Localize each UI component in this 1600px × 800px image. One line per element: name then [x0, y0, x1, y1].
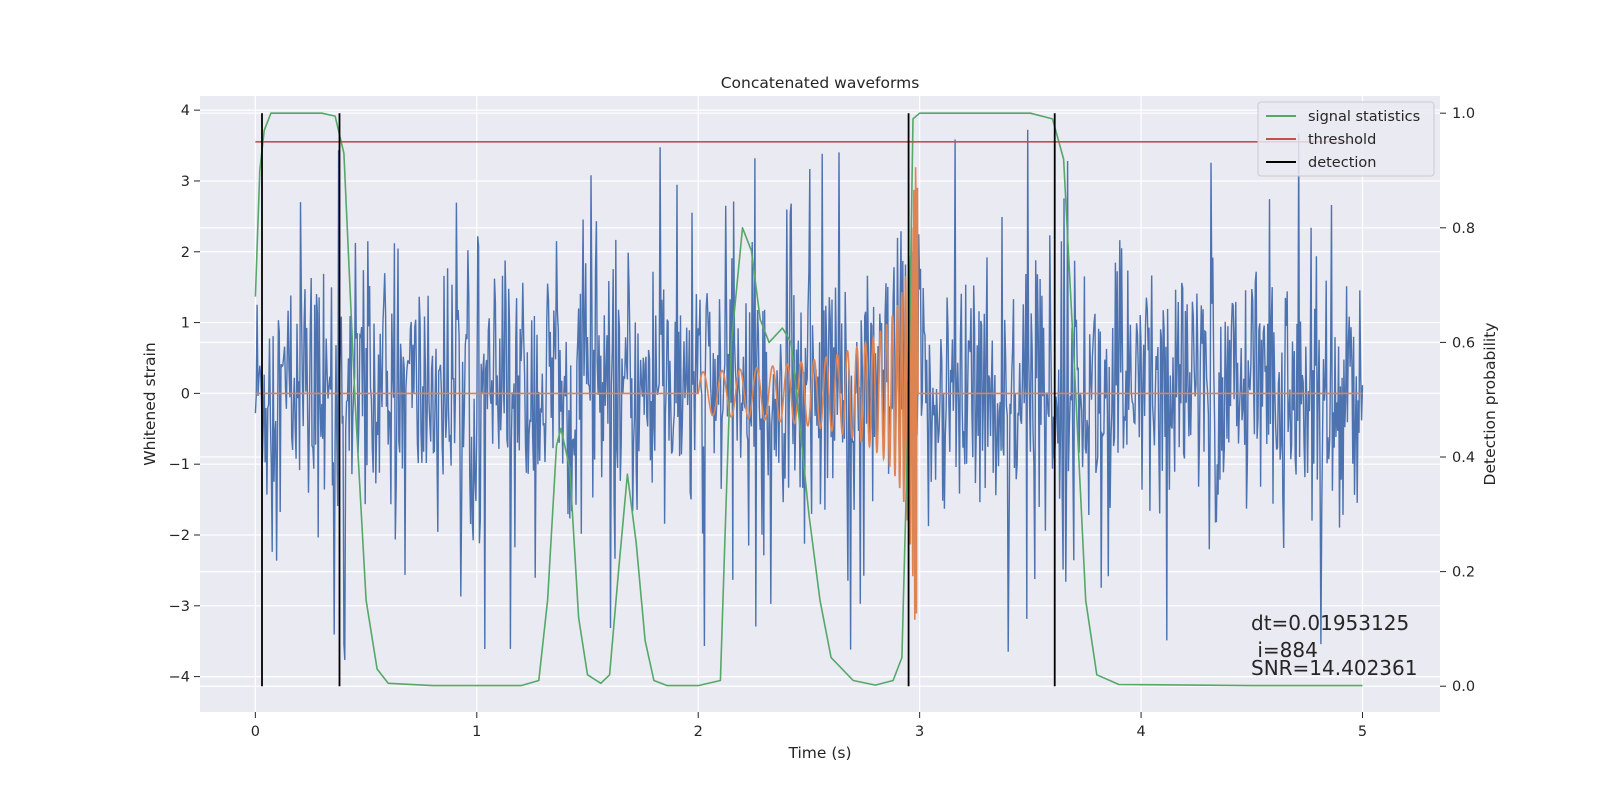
signal-statistics-line [254, 112, 1363, 687]
y-tick-label: −4 [169, 670, 190, 686]
legend-label-signal-statistics: signal statistics [1308, 109, 1420, 125]
y2-axis-label: Detection probability [1481, 323, 1499, 486]
y-tick-label: 3 [181, 174, 190, 190]
chart-title: Concatenated waveforms [721, 74, 920, 92]
x-tick-label: 3 [915, 724, 924, 740]
strain-line [254, 129, 1364, 661]
legend: signal statistics threshold detection [1257, 101, 1435, 177]
y2-axis-ticks: 0.0 0.2 0.4 0.6 0.8 1.0 [1440, 106, 1475, 695]
annotation-snr: SNR=14.402361 [1251, 656, 1417, 680]
y2-tick-label: 1.0 [1452, 106, 1475, 122]
y-tick-label: 1 [181, 316, 190, 332]
y-tick-label: −1 [169, 457, 190, 473]
y-tick-label: −2 [169, 528, 190, 544]
y2-tick-label: 0.6 [1452, 335, 1475, 351]
x-axis-ticks: 0 1 2 3 4 5 [251, 712, 1367, 740]
x-axis-label: Time (s) [787, 744, 851, 762]
legend-label-detection: detection [1308, 155, 1376, 171]
y-axis-ticks: −4 −3 −2 −1 0 1 2 3 4 [169, 103, 200, 686]
series-layer [254, 112, 1364, 687]
template-line [255, 167, 1363, 620]
annotation: dt=0.01953125 i=884 SNR=14.402361 [1251, 611, 1417, 680]
x-tick-label: 2 [694, 724, 703, 740]
y-tick-label: −3 [169, 599, 190, 615]
x-tick-label: 4 [1136, 724, 1145, 740]
annotation-index: i=884 [1251, 638, 1318, 662]
y-tick-label: 4 [181, 103, 190, 119]
x-tick-label: 0 [251, 724, 260, 740]
y2-tick-label: 0.2 [1452, 565, 1475, 581]
y2-tick-label: 0.0 [1452, 679, 1475, 695]
y-tick-label: 0 [181, 386, 190, 402]
y-tick-label: 2 [181, 245, 190, 261]
legend-box [1257, 101, 1435, 177]
y2-tick-label: 0.4 [1452, 450, 1475, 466]
x-tick-label: 1 [472, 724, 481, 740]
x-tick-label: 5 [1358, 724, 1367, 740]
y-axis-label: Whitened strain [141, 342, 159, 465]
annotation-dt: dt=0.01953125 [1251, 611, 1409, 635]
legend-label-threshold: threshold [1308, 132, 1376, 148]
y2-tick-label: 0.8 [1452, 221, 1475, 237]
